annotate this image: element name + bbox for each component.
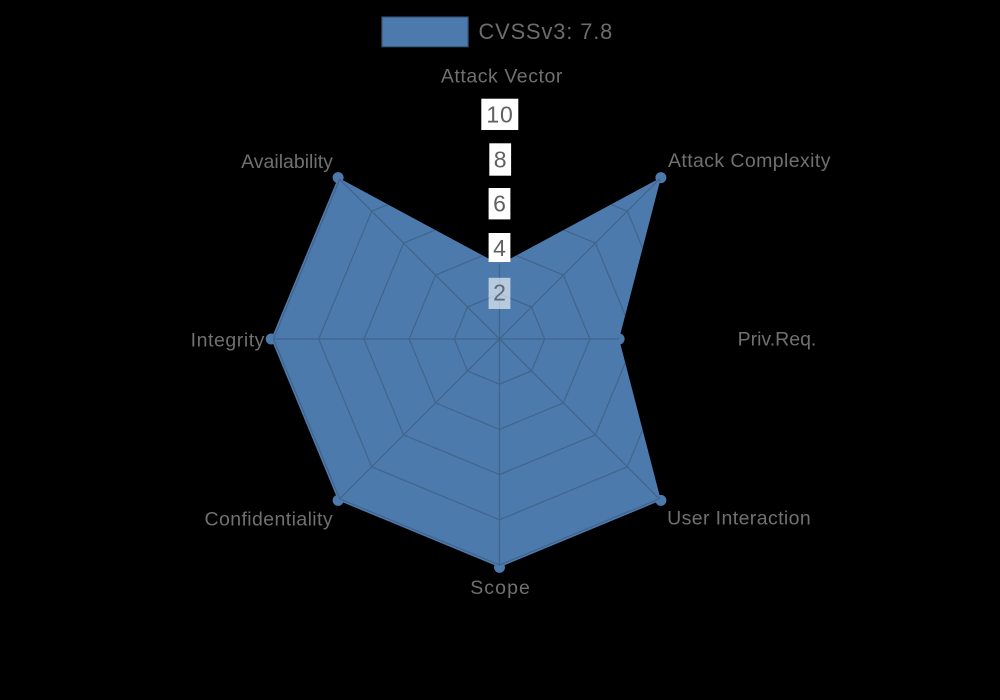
svg-text:Attack Complexity: Attack Complexity xyxy=(668,150,831,172)
svg-text:Scope: Scope xyxy=(470,577,531,599)
svg-text:User Interaction: User Interaction xyxy=(667,508,811,530)
svg-text:Integrity: Integrity xyxy=(191,330,265,352)
svg-text:6: 6 xyxy=(493,191,506,217)
svg-text:Attack Vector: Attack Vector xyxy=(441,65,563,87)
svg-text:Priv.Req.: Priv.Req. xyxy=(738,329,817,351)
svg-text:Confidentiality: Confidentiality xyxy=(205,508,333,530)
svg-text:CVSSv3: 7.8: CVSSv3: 7.8 xyxy=(479,19,614,44)
svg-text:2: 2 xyxy=(493,280,506,306)
svg-text:4: 4 xyxy=(493,235,506,261)
svg-text:10: 10 xyxy=(486,101,513,127)
svg-text:Availability: Availability xyxy=(241,151,333,173)
svg-text:8: 8 xyxy=(494,147,507,173)
